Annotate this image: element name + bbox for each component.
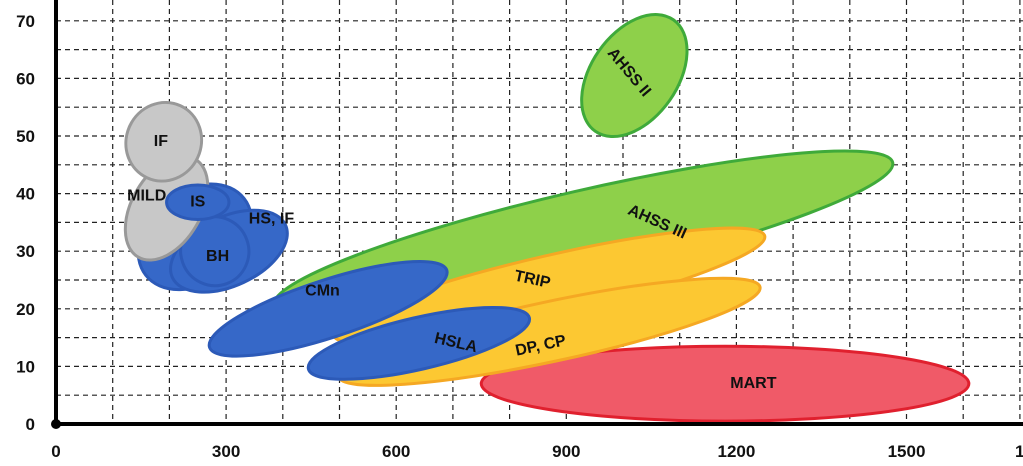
- label-mild: MILD: [127, 188, 166, 205]
- region-is: [165, 183, 231, 222]
- label-mart: MART: [730, 375, 776, 392]
- region-cmn: [207, 260, 449, 358]
- x-tick-label: 0: [51, 442, 60, 461]
- x-tick-label: 1500: [888, 442, 926, 461]
- label-if: IF: [154, 133, 168, 150]
- x-tick-label: 1: [1015, 442, 1023, 461]
- y-tick-label: 0: [26, 415, 35, 434]
- label-cmn: CMn: [305, 283, 340, 300]
- x-tick-label: 1200: [717, 442, 755, 461]
- label-hs-if: HS, IF: [249, 211, 295, 228]
- y-tick-label: 70: [16, 12, 35, 31]
- region-ahss-ii: [580, 13, 689, 139]
- y-tick-label: 20: [16, 300, 35, 319]
- region-mart: [479, 344, 971, 423]
- y-tick-label: 30: [16, 242, 35, 261]
- label-is: IS: [190, 193, 205, 210]
- origin-dot: [51, 419, 61, 429]
- region-if: [124, 100, 204, 183]
- y-tick-label: 10: [16, 357, 35, 376]
- x-tick-label: 600: [382, 442, 410, 461]
- x-tick-label: 900: [552, 442, 580, 461]
- y-tick-label: 60: [16, 69, 35, 88]
- label-bh: BH: [206, 248, 229, 265]
- y-tick-label: 50: [16, 127, 35, 146]
- y-tick-label: 40: [16, 185, 35, 204]
- x-tick-label: 300: [212, 442, 240, 461]
- axes: 0 10 20 30 40 50 60 70 0 300 600 900 1200 1500 1: [16, 0, 1023, 461]
- regions: [123, 13, 971, 423]
- region-hsla: [306, 305, 532, 381]
